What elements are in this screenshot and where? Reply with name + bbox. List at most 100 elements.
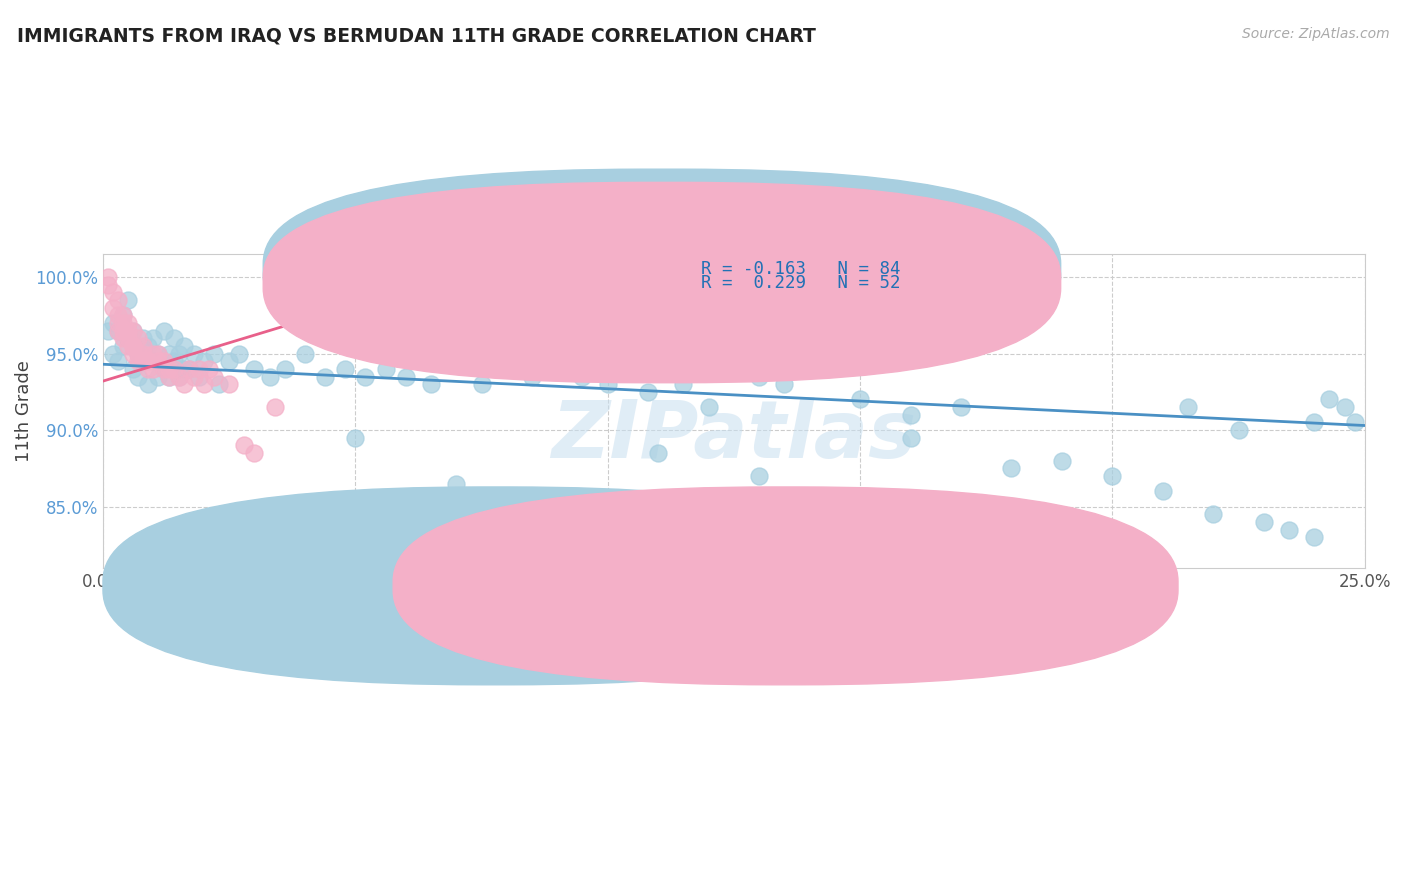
Point xyxy=(148,346,170,360)
Point xyxy=(374,362,396,376)
Point xyxy=(314,369,336,384)
Point xyxy=(157,369,180,384)
Text: Immigrants from Iraq: Immigrants from Iraq xyxy=(524,577,702,595)
Point xyxy=(193,377,215,392)
Point xyxy=(495,362,517,376)
Text: IMMIGRANTS FROM IRAQ VS BERMUDAN 11TH GRADE CORRELATION CHART: IMMIGRANTS FROM IRAQ VS BERMUDAN 11TH GR… xyxy=(17,27,815,45)
Point xyxy=(117,331,139,345)
Point xyxy=(117,293,139,307)
Point xyxy=(1050,454,1073,468)
Text: Source: ZipAtlas.com: Source: ZipAtlas.com xyxy=(1241,27,1389,41)
Point xyxy=(132,354,155,368)
Point xyxy=(138,354,160,368)
Point xyxy=(949,400,972,414)
Text: R =  0.229   N = 52: R = 0.229 N = 52 xyxy=(702,274,901,292)
Point xyxy=(127,346,149,360)
Point xyxy=(152,324,174,338)
Point xyxy=(177,362,200,376)
Point xyxy=(900,431,922,445)
Point xyxy=(112,308,135,322)
Point xyxy=(202,346,225,360)
Point xyxy=(273,362,295,376)
Point xyxy=(253,508,276,522)
Point xyxy=(173,339,195,353)
Point xyxy=(1227,423,1250,437)
Point xyxy=(647,446,669,460)
Point xyxy=(167,369,190,384)
FancyBboxPatch shape xyxy=(263,182,1060,383)
Point xyxy=(1000,461,1022,475)
Point xyxy=(193,354,215,368)
Point xyxy=(748,369,770,384)
Point xyxy=(127,369,149,384)
Point xyxy=(148,346,170,360)
Point xyxy=(138,339,160,353)
Point xyxy=(152,354,174,368)
Point xyxy=(97,277,120,292)
Point xyxy=(142,362,165,376)
Point xyxy=(138,362,160,376)
Point xyxy=(1303,416,1326,430)
Point xyxy=(1303,530,1326,544)
Point xyxy=(187,362,209,376)
Point xyxy=(112,339,135,353)
Point xyxy=(748,469,770,483)
Point xyxy=(637,384,659,399)
Point xyxy=(208,377,231,392)
Point xyxy=(107,293,129,307)
Point xyxy=(773,377,796,392)
Text: R = -0.163   N = 84: R = -0.163 N = 84 xyxy=(702,260,901,278)
Point xyxy=(1253,515,1275,529)
Point xyxy=(228,546,250,560)
Point xyxy=(354,369,377,384)
Point xyxy=(335,362,357,376)
Point xyxy=(672,377,695,392)
Point xyxy=(122,346,145,360)
Point xyxy=(127,331,149,345)
FancyBboxPatch shape xyxy=(103,487,887,685)
Point xyxy=(1333,400,1355,414)
Point xyxy=(228,346,250,360)
Point xyxy=(1152,484,1174,499)
Point xyxy=(395,369,418,384)
Point xyxy=(243,362,266,376)
Point xyxy=(122,324,145,338)
Text: ZIPatlas: ZIPatlas xyxy=(551,397,917,475)
Point xyxy=(1278,523,1301,537)
Point xyxy=(183,369,205,384)
FancyBboxPatch shape xyxy=(620,255,1024,294)
Point xyxy=(101,301,124,315)
Point xyxy=(101,316,124,330)
Point xyxy=(446,354,468,368)
Point xyxy=(132,339,155,353)
Point xyxy=(167,346,190,360)
Point xyxy=(1202,508,1225,522)
Point xyxy=(263,400,285,414)
Point xyxy=(162,354,184,368)
Point xyxy=(117,339,139,353)
Point xyxy=(132,354,155,368)
Point xyxy=(697,400,720,414)
Point xyxy=(1319,392,1341,407)
Point xyxy=(152,362,174,376)
Point xyxy=(243,446,266,460)
Point xyxy=(183,346,205,360)
Point xyxy=(1343,416,1365,430)
Point xyxy=(142,346,165,360)
Point xyxy=(138,377,160,392)
Point xyxy=(187,369,209,384)
Point xyxy=(112,324,135,338)
Point xyxy=(1101,469,1123,483)
Point xyxy=(218,377,240,392)
Point xyxy=(107,308,129,322)
Point xyxy=(112,331,135,345)
Point xyxy=(132,331,155,345)
Point xyxy=(127,346,149,360)
Point xyxy=(446,476,468,491)
Point xyxy=(420,377,443,392)
Point xyxy=(101,285,124,300)
Point xyxy=(122,339,145,353)
Point xyxy=(148,369,170,384)
Point xyxy=(167,369,190,384)
Point xyxy=(152,362,174,376)
